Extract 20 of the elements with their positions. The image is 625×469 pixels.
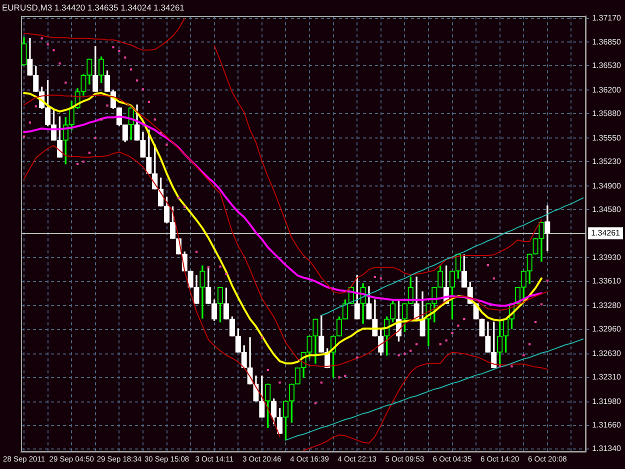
y-tick-label: 1.35550 xyxy=(592,133,622,142)
y-tick-label: 1.31340 xyxy=(592,444,622,454)
y-tick-label: 1.36200 xyxy=(592,85,622,94)
y-tick-label: 1.34580 xyxy=(592,204,622,214)
y-tick-label: 1.36850 xyxy=(592,37,622,46)
y-tick-label: 1.33610 xyxy=(592,276,622,286)
y-tick-label: 1.31660 xyxy=(592,420,622,430)
y-tick-label: 1.36530 xyxy=(592,60,622,70)
y-tick-label: 1.34900 xyxy=(592,181,622,190)
ref-line-label: 1.34261 xyxy=(591,228,621,238)
y-tick-label: 1.32960 xyxy=(592,324,622,334)
y-tick-label: 1.32310 xyxy=(592,372,622,382)
y-tick-label: 1.33280 xyxy=(592,300,622,310)
chart-title: EURUSD,M3 1.34420 1.34635 1.34024 1.34261 xyxy=(2,2,185,12)
y-tick-label: 1.35230 xyxy=(592,156,622,166)
y-tick-label: 1.31980 xyxy=(592,396,622,406)
y-tick-label: 1.35880 xyxy=(592,108,622,118)
y-tick-label: 1.33930 xyxy=(592,252,622,262)
y-tick-label: 1.37170 xyxy=(592,14,622,23)
y-tick-label: 1.32630 xyxy=(592,348,622,358)
